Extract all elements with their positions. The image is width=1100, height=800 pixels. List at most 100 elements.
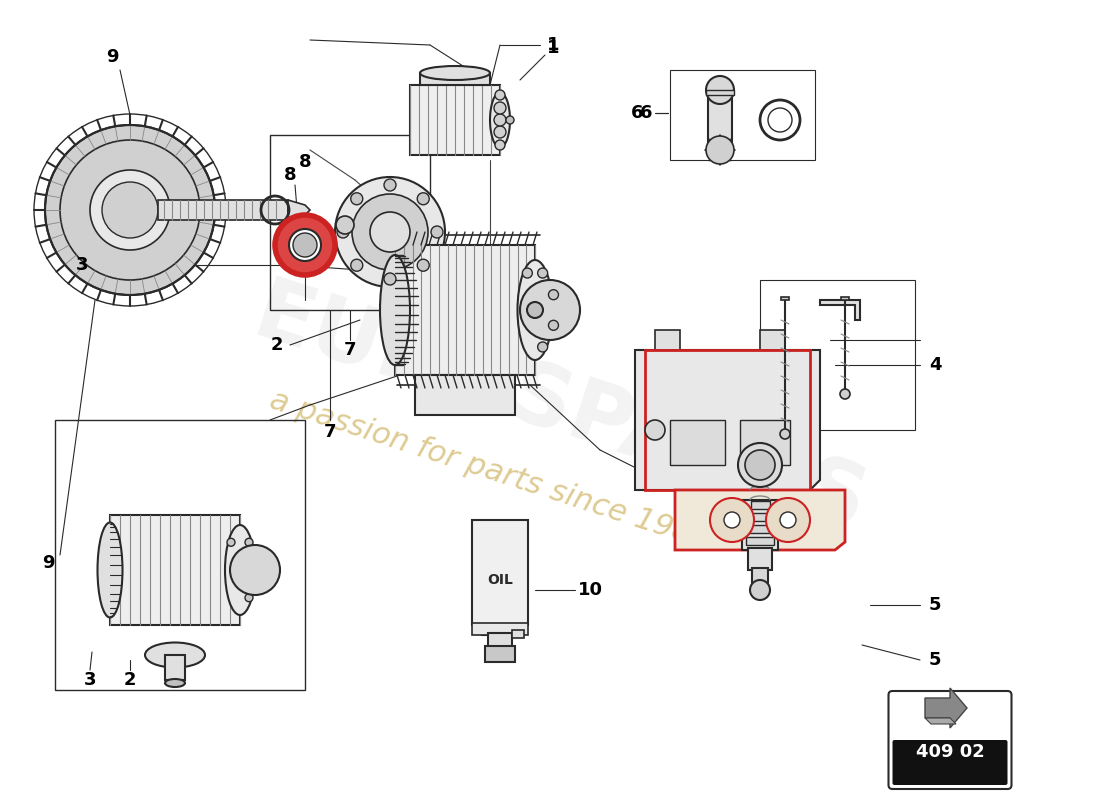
Bar [488, 633, 512, 647]
Circle shape [706, 136, 734, 164]
Text: 8: 8 [299, 153, 311, 171]
Bar [781, 297, 789, 300]
Bar [415, 375, 515, 415]
Ellipse shape [517, 260, 552, 360]
Circle shape [538, 268, 548, 278]
Bar [472, 623, 528, 635]
Ellipse shape [165, 679, 185, 687]
Circle shape [645, 420, 665, 440]
Bar [420, 73, 490, 85]
Text: 3: 3 [84, 671, 97, 689]
Polygon shape [288, 200, 310, 220]
Circle shape [706, 76, 734, 104]
Text: 6: 6 [640, 104, 652, 122]
Bar [842, 297, 849, 300]
Circle shape [336, 177, 446, 287]
Circle shape [527, 302, 543, 318]
Text: 9: 9 [42, 554, 54, 572]
Text: 6: 6 [630, 104, 644, 122]
Circle shape [102, 182, 158, 238]
Text: EUROSPARES: EUROSPARES [243, 272, 877, 548]
Circle shape [370, 212, 410, 252]
Text: 1: 1 [547, 36, 559, 54]
Circle shape [766, 498, 810, 542]
Text: OIL: OIL [487, 573, 513, 587]
Circle shape [293, 233, 317, 257]
Circle shape [384, 179, 396, 191]
Ellipse shape [490, 93, 510, 147]
Bar [670, 420, 725, 465]
Text: 4: 4 [928, 356, 942, 374]
Circle shape [245, 594, 253, 602]
Bar [749, 513, 771, 521]
Bar [894, 697, 1005, 736]
Bar [748, 548, 772, 570]
FancyBboxPatch shape [892, 740, 1008, 785]
Bar [158, 200, 288, 220]
Circle shape [494, 114, 506, 126]
Circle shape [495, 90, 505, 100]
Circle shape [289, 229, 321, 261]
Circle shape [60, 140, 200, 280]
Bar [706, 90, 734, 95]
Circle shape [750, 580, 770, 600]
Bar [270, 135, 430, 310]
Bar [760, 280, 915, 430]
Circle shape [230, 545, 280, 595]
Bar [746, 537, 774, 545]
Circle shape [840, 389, 850, 399]
Circle shape [90, 170, 170, 250]
Bar [512, 630, 524, 638]
Ellipse shape [420, 66, 490, 80]
Bar [670, 70, 815, 160]
Circle shape [724, 512, 740, 528]
Circle shape [254, 566, 262, 574]
Bar [750, 501, 770, 509]
Bar [110, 515, 240, 625]
Circle shape [780, 429, 790, 439]
Bar [752, 568, 768, 585]
Circle shape [520, 280, 580, 340]
Text: 3: 3 [76, 256, 88, 274]
Circle shape [45, 125, 214, 295]
Circle shape [710, 498, 754, 542]
Bar [55, 420, 305, 690]
Circle shape [522, 268, 532, 278]
Circle shape [275, 215, 336, 275]
Ellipse shape [379, 255, 410, 365]
Text: 2: 2 [271, 336, 283, 354]
Circle shape [745, 450, 776, 480]
Circle shape [495, 140, 505, 150]
Ellipse shape [98, 522, 122, 618]
Polygon shape [820, 300, 860, 320]
Circle shape [431, 226, 443, 238]
Ellipse shape [145, 642, 205, 667]
Bar [708, 95, 732, 150]
Circle shape [351, 193, 363, 205]
Circle shape [780, 512, 796, 528]
Polygon shape [925, 688, 967, 728]
Bar [654, 330, 680, 350]
Text: 9: 9 [106, 48, 119, 66]
Bar [395, 245, 535, 375]
Text: 8: 8 [284, 166, 296, 184]
Text: 10: 10 [578, 581, 603, 599]
Polygon shape [635, 350, 820, 490]
Polygon shape [675, 490, 845, 550]
Circle shape [227, 538, 235, 546]
Circle shape [245, 538, 253, 546]
Circle shape [549, 320, 559, 330]
Text: 5: 5 [928, 651, 942, 669]
Circle shape [417, 193, 429, 205]
Bar [485, 646, 515, 662]
Circle shape [506, 116, 514, 124]
FancyBboxPatch shape [889, 691, 1012, 789]
Bar [165, 655, 185, 680]
Circle shape [351, 259, 363, 271]
Circle shape [337, 226, 349, 238]
Circle shape [738, 443, 782, 487]
Circle shape [549, 290, 559, 300]
Text: 5: 5 [928, 596, 942, 614]
Circle shape [494, 102, 506, 114]
Bar [740, 420, 790, 465]
